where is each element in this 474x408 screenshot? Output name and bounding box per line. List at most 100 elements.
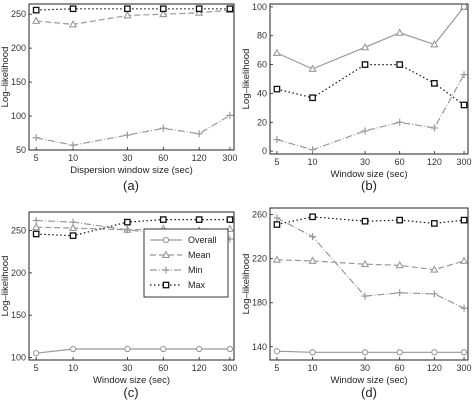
series-max-square-marker <box>430 220 438 227</box>
series-max-square-marker <box>396 61 404 68</box>
series-overall-line <box>36 348 230 354</box>
series-max-line <box>276 63 465 106</box>
series-mean-triangle-marker <box>32 222 41 231</box>
y-tick-label: 180 <box>252 298 267 308</box>
series-overall-circle-marker <box>160 345 167 353</box>
series-mean-line <box>276 259 465 271</box>
series-overall-circle-marker <box>460 3 468 11</box>
y-tick-label: 200 <box>11 43 26 53</box>
x-tick-label: 60 <box>395 157 405 167</box>
y-tick-label: 200 <box>11 268 26 278</box>
y-tick-label: 20 <box>257 117 267 127</box>
series-max-square-marker <box>32 230 40 238</box>
series-max-square-marker <box>159 216 167 223</box>
panel-a-plot-frame <box>28 3 235 151</box>
series-mean-triangle-marker <box>195 8 204 16</box>
series-max-square-marker <box>195 5 203 13</box>
y-tick-label: 100 <box>252 2 267 12</box>
series-overall-line <box>276 350 464 353</box>
panel-label: (b) <box>361 178 377 193</box>
panel-b-plot-frame <box>269 3 469 155</box>
series-max-square-marker <box>273 221 281 228</box>
x-tick-label: 30 <box>122 153 132 163</box>
series-mean-triangle-marker <box>395 260 404 269</box>
y-tick-label: 150 <box>11 310 26 320</box>
series-max-square-marker <box>460 216 468 224</box>
x-tick-label: 300 <box>222 153 237 163</box>
y-axis-label: Log–likelihood <box>0 47 11 108</box>
series-overall-circle-marker <box>460 349 468 356</box>
series-max-square-marker <box>361 61 369 68</box>
series-mean-triangle-marker <box>123 11 132 19</box>
series-max-square-marker <box>226 216 234 223</box>
panel-d: 140 180 220 260 5 10 30 60 120 300 Window size (se… <box>241 207 472 400</box>
x-tick-label: 120 <box>427 363 442 373</box>
x-tick-label: 5 <box>274 157 279 167</box>
x-tick-label: 30 <box>360 157 370 167</box>
y-tick-label: 100 <box>11 111 26 121</box>
y-axis-label: Log–likelihood <box>241 49 252 110</box>
x-axis-label: Dispersion window size (sec) <box>70 165 192 176</box>
x-tick-label: 5 <box>34 363 39 373</box>
series-mean-triangle-marker <box>430 265 439 273</box>
legend-max-square-marker <box>162 281 170 289</box>
x-tick-label: 60 <box>395 363 405 373</box>
legend: Overall Mean Min Max <box>143 228 229 298</box>
legend-min-label: Min <box>188 265 203 275</box>
series-mean-triangle-marker <box>360 42 370 51</box>
y-tick-label: 250 <box>11 9 26 19</box>
y-tick-label: 220 <box>252 254 267 264</box>
series-mean-triangle-marker <box>430 39 439 48</box>
x-tick-label: 120 <box>192 363 207 373</box>
legend-max-label: Max <box>188 280 206 290</box>
panel-d-plot-frame <box>269 207 469 361</box>
legend-overall-circle-marker <box>162 236 170 244</box>
series-mean-triangle-marker <box>32 16 41 24</box>
x-tick-label: 30 <box>122 363 132 373</box>
series-max-square-marker <box>69 232 77 240</box>
y-tick-label: 60 <box>257 60 267 70</box>
series-overall-circle-marker <box>273 348 281 355</box>
series-mean-triangle-marker <box>360 259 370 268</box>
series-max-square-marker <box>309 94 316 102</box>
series-max-square-marker <box>309 213 316 221</box>
series-max-square-marker <box>195 216 203 223</box>
x-tick-label: 300 <box>222 363 237 373</box>
series-overall-circle-marker <box>396 349 403 356</box>
series-min-line <box>36 114 231 146</box>
series-mean-triangle-marker <box>159 9 168 18</box>
x-tick-label: 10 <box>68 153 78 163</box>
panel-label: (c) <box>123 385 138 400</box>
panel-label: (d) <box>361 385 377 400</box>
panel-label: (a) <box>123 178 139 193</box>
x-tick-label: 120 <box>192 153 207 163</box>
x-tick-label: 5 <box>274 363 279 373</box>
x-tick-label: 60 <box>158 363 168 373</box>
y-tick-label: 250 <box>11 226 26 236</box>
series-max-square-marker <box>361 217 369 225</box>
series-max-square-marker <box>396 216 404 224</box>
x-tick-label: 300 <box>457 157 472 167</box>
series-overall-circle-marker <box>309 349 316 356</box>
y-tick-label: 260 <box>252 210 267 220</box>
series-min-line <box>276 217 465 309</box>
series-max-square-marker <box>226 5 234 13</box>
x-tick-label: 300 <box>457 363 472 373</box>
x-tick-label: 10 <box>308 157 318 167</box>
series-max-square-marker <box>32 6 40 14</box>
y-tick-label: 100 <box>11 352 26 362</box>
y-tick-label: 0 <box>262 146 267 156</box>
panel-c-plot-frame <box>28 211 235 361</box>
series-max-square-marker <box>430 79 438 87</box>
x-tick-label: 10 <box>68 363 78 373</box>
legend-overall-label: Overall <box>188 235 217 245</box>
series-max-square-marker <box>124 5 131 13</box>
series-max-line <box>36 8 230 11</box>
series-mean-triangle-marker <box>68 19 78 28</box>
series-max-square-marker <box>69 5 77 13</box>
series-overall-circle-marker <box>361 349 369 356</box>
series-mean-triangle-marker <box>459 256 469 264</box>
series-mean-triangle-marker <box>395 28 404 36</box>
